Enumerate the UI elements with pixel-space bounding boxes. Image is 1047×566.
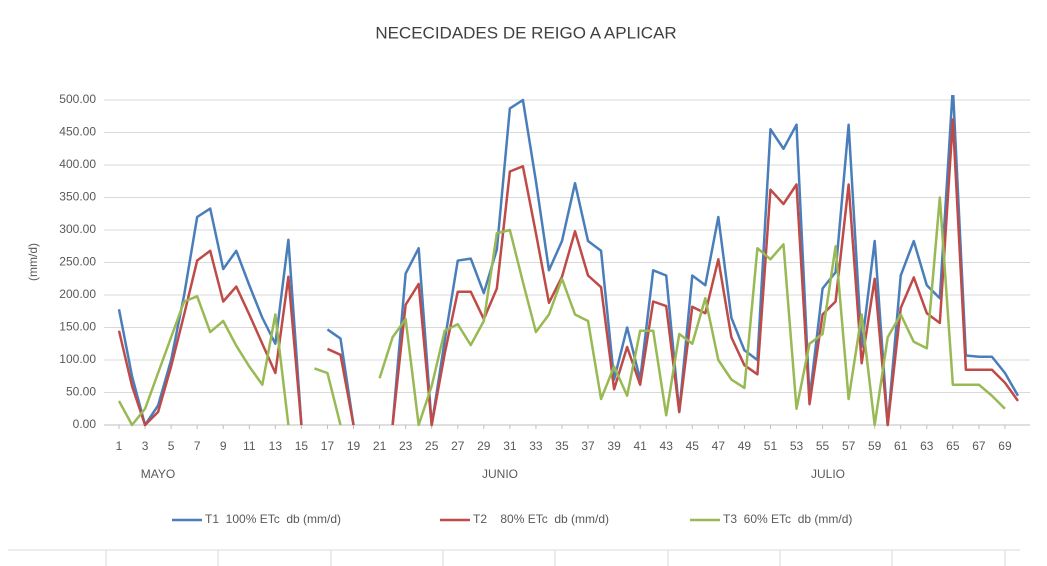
x-tick-label: 3 [142,439,149,453]
x-tick-label: 53 [790,439,804,453]
y-tick-label: 100.00 [59,352,96,366]
x-tick-label: 59 [868,439,882,453]
table-lines [8,549,1020,566]
x-tick-label: 47 [712,439,726,453]
x-tick-label: 23 [399,439,413,453]
x-tick-label: 27 [451,439,465,453]
y-tick-label: 50.00 [66,385,96,399]
x-tick-label: 31 [503,439,517,453]
series-line [117,118,1020,427]
x-tick-label: 21 [373,439,387,453]
x-tick-label: 17 [321,439,335,453]
x-tick-label: 37 [581,439,595,453]
x-tick-label: 67 [972,439,986,453]
y-tick-label: 400.00 [59,157,96,171]
x-tick-label: 61 [894,439,908,453]
x-tick-label: 57 [842,439,856,453]
y-tick-label: 150.00 [59,320,96,334]
x-tick-label: 49 [738,439,752,453]
month-label: MAYO [141,467,175,481]
x-tick-label: 55 [816,439,830,453]
x-tick-label: 7 [194,439,201,453]
plot-area [117,95,1020,427]
month-label: JUNIO [482,467,518,481]
x-tick-label: 15 [295,439,309,453]
x-tick-label: 25 [425,439,439,453]
x-tick-label: 39 [607,439,621,453]
x-tick-label: 45 [686,439,700,453]
x-tick-label: 65 [946,439,960,453]
x-tick-label: 69 [998,439,1012,453]
legend-label: T2 80% ETc db (mm/d) [473,512,609,526]
x-tick-label: 43 [660,439,674,453]
x-tick-label: 51 [764,439,778,453]
x-tick-label: 5 [168,439,175,453]
x-tick-label: 33 [529,439,543,453]
x-tick-label: 41 [633,439,647,453]
x-tick-label: 35 [555,439,569,453]
series-line [117,196,1006,427]
y-axis-label: (mm/d) [26,243,40,281]
y-tick-label: 300.00 [59,222,96,236]
legend-label: T1 100% ETc db (mm/d) [205,512,341,526]
y-tick-label: 250.00 [59,255,96,269]
y-tick-label: 450.00 [59,125,96,139]
legend-label: T3 60% ETc db (mm/d) [723,512,852,526]
x-tick-label: 13 [269,439,283,453]
x-tick-label: 11 [243,439,256,453]
x-tick-label: 63 [920,439,934,453]
month-label: JULIO [811,467,845,481]
x-tick-label: 19 [347,439,361,453]
x-tick-label: 9 [220,439,227,453]
y-tick-label: 500.00 [59,92,96,106]
y-tick-label: 350.00 [59,190,96,204]
y-tick-label: 200.00 [59,287,96,301]
chart-title: NECECIDADES DE REIGO A APLICAR [375,23,676,42]
x-tick-label: 29 [477,439,491,453]
y-tick-label: 0.00 [73,417,97,431]
x-tick-label: 1 [116,439,123,453]
